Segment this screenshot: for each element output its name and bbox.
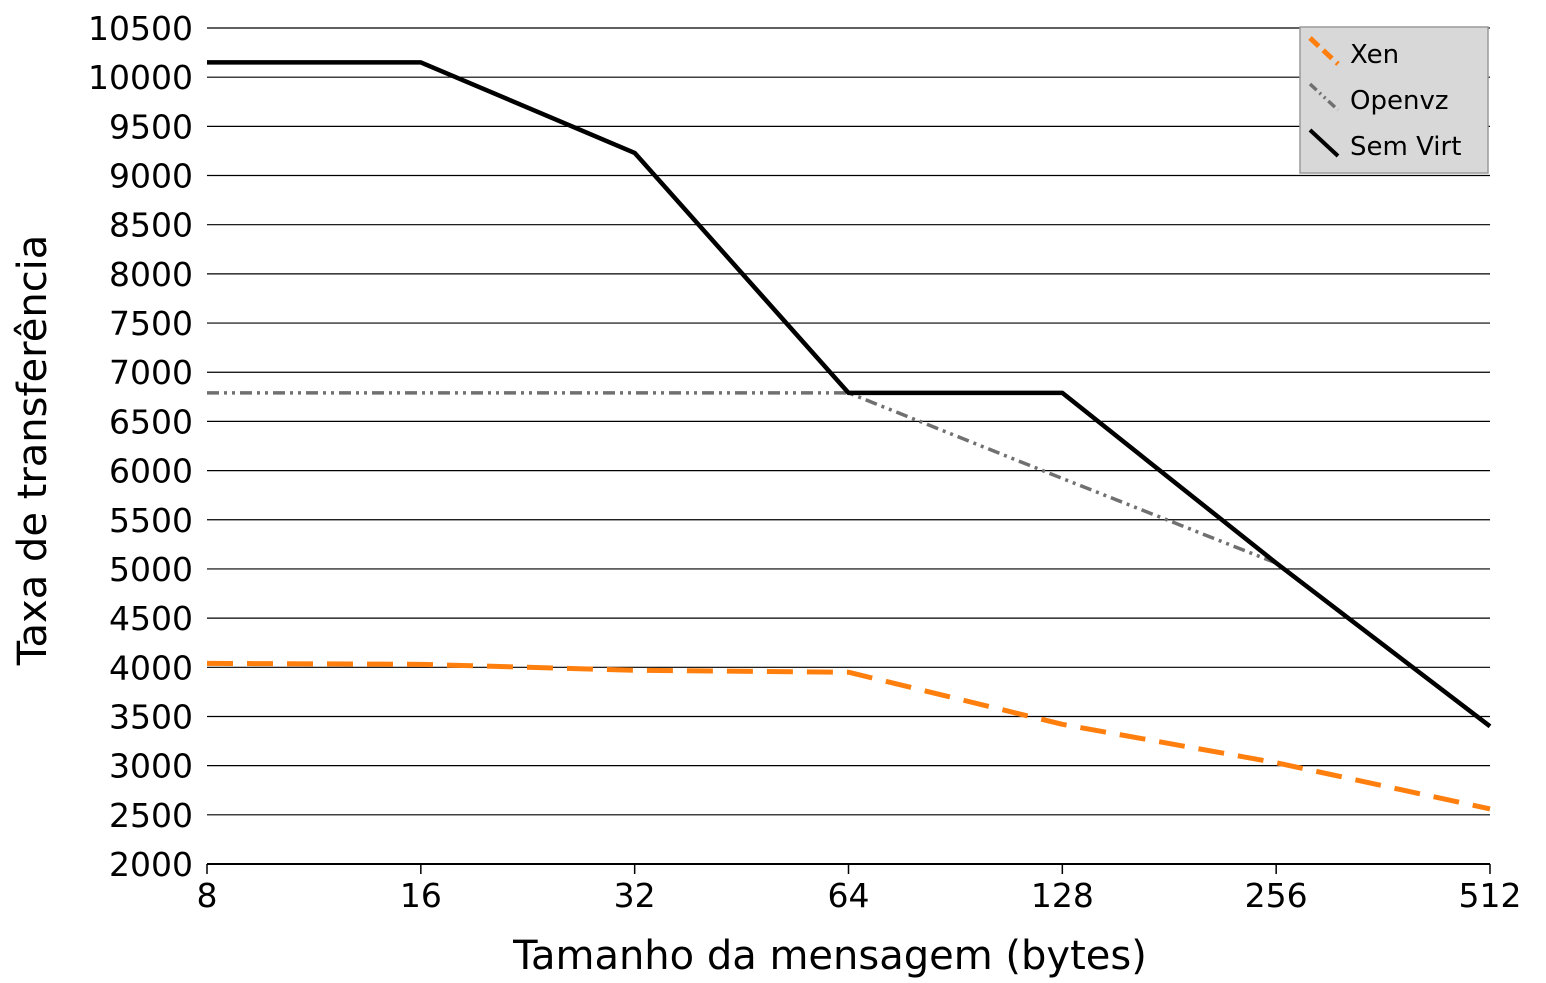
y-tick-label: 2500	[109, 796, 193, 835]
x-tick-label: 256	[1245, 876, 1308, 915]
legend-box	[1299, 26, 1489, 174]
y-tick-label: 4000	[109, 648, 193, 687]
y-tick-label: 8500	[109, 206, 193, 245]
y-tick-label: 7000	[109, 353, 193, 392]
legend-label-sem-virt: Sem Virt	[1350, 132, 1461, 162]
y-tick-label: 3500	[109, 697, 193, 736]
series-line-xen	[206, 660, 1491, 812]
legend-label-openvz: Openvz	[1350, 86, 1448, 116]
legend-label-xen: Xen	[1350, 40, 1399, 70]
y-tick-label: 7500	[109, 304, 193, 343]
y-tick-label: 10000	[88, 58, 193, 97]
y-tick-label: 6000	[109, 452, 193, 491]
grid-lines	[207, 27, 1490, 865]
series-lines	[206, 60, 1492, 812]
x-tick-label: 32	[614, 876, 656, 915]
y-tick-label: 9000	[109, 157, 193, 196]
x-tick-label: 512	[1459, 876, 1522, 915]
y-tick-label: 5500	[109, 501, 193, 540]
y-tick-label: 4500	[109, 599, 193, 638]
y-axis-title: Taxa de transferência	[10, 235, 56, 667]
y-tick-label: 6500	[109, 402, 193, 441]
legend: Xen Openvz Sem Virt	[1299, 26, 1489, 174]
x-tick-labels: 8 16 32 64 128 256 512	[197, 864, 1522, 915]
legend-swatch-xen	[1308, 36, 1340, 66]
x-tick-label: 64	[828, 876, 870, 915]
y-tick-label: 2000	[109, 845, 193, 884]
y-tick-label: 5000	[109, 550, 193, 589]
y-tick-label: 10500	[88, 9, 193, 48]
x-tick-label: 128	[1031, 876, 1094, 915]
y-tick-label: 8000	[109, 255, 193, 294]
x-tick-label: 16	[400, 876, 442, 915]
series-line-openvz	[207, 391, 1277, 565]
y-tick-label: 9500	[109, 107, 193, 146]
series-line-sem-virt	[207, 60, 1492, 729]
x-axis-title: Tamanho da mensagem (bytes)	[512, 933, 1147, 979]
y-tick-labels: 10500 10000 9500 9000 8500 8000 7500 7000 6500 60…	[88, 9, 193, 884]
y-tick-label: 3000	[109, 747, 193, 786]
legend-swatch-openvz	[1308, 82, 1340, 112]
legend-swatch-sem-virt	[1308, 128, 1340, 158]
x-tick-label: 8	[197, 876, 218, 915]
